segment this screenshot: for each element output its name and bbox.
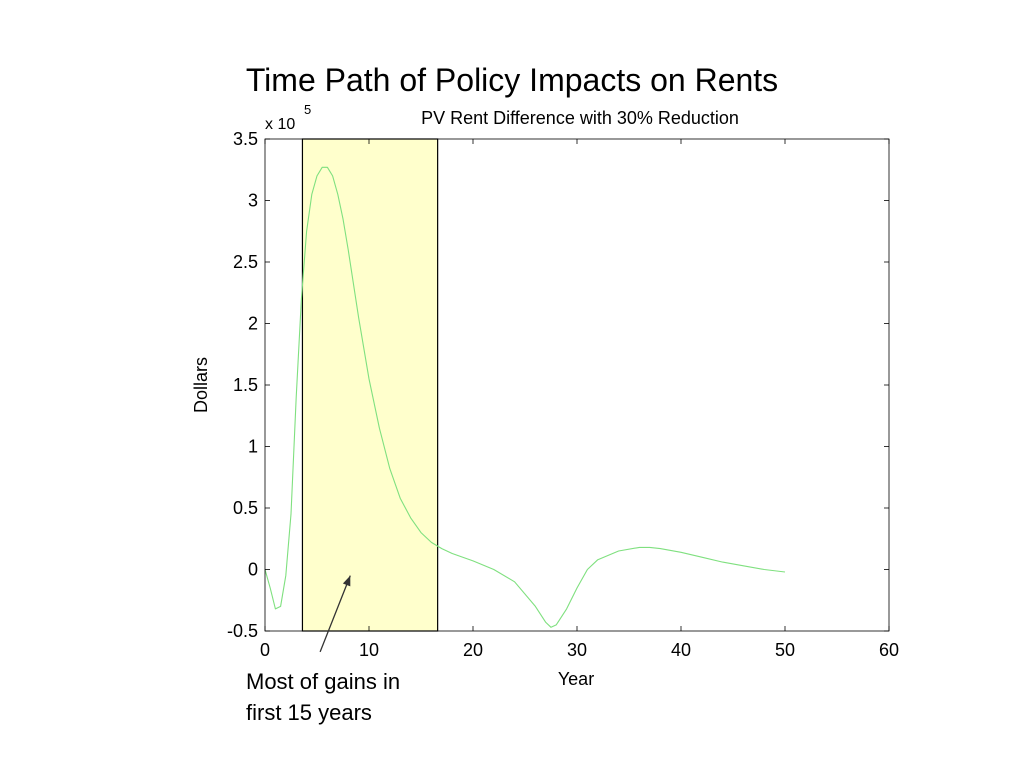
x-tick-label: 0 [260, 640, 270, 660]
y-tick-label: 0 [248, 560, 258, 580]
annotation-arrow-head [342, 575, 351, 587]
y-tick-label: -0.5 [227, 621, 258, 641]
series-line-layer [264, 166, 786, 628]
x-tick-label: 40 [671, 640, 691, 660]
x-tick-label: 60 [879, 640, 899, 660]
y-tick-label: 1.5 [233, 375, 258, 395]
annotation-line-2: first 15 years [246, 700, 372, 725]
y-tick-label: 2 [248, 314, 258, 334]
y-axis-label: Dollars [191, 357, 211, 413]
y-tick-label: 0.5 [233, 498, 258, 518]
x-tick-label: 30 [567, 640, 587, 660]
y-multiplier-exponent: 5 [304, 102, 311, 117]
annotation-text: Most of gains in first 15 years [246, 666, 466, 728]
annotation-arrow-layer [319, 575, 351, 653]
x-tick-label: 10 [359, 640, 379, 660]
ticks-layer: 0 10 20 30 40 50 60-0.500.511.522.533.5 [227, 129, 899, 660]
slide-title: Time Path of Policy Impacts on Rents [245, 62, 779, 98]
y-tick-label: 1 [248, 437, 258, 457]
y-tick-label: 3.5 [233, 129, 258, 149]
x-tick-label: 20 [463, 640, 483, 660]
series-line-1 [264, 166, 786, 628]
y-tick-label: 3 [248, 191, 258, 211]
y-multiplier-base: x 10 [265, 116, 295, 133]
labels-layer: PV Rent Difference with 30% Reduction Ye… [191, 102, 739, 689]
annotation-line-1: Most of gains in [246, 669, 401, 694]
y-tick-label: 2.5 [233, 252, 258, 272]
chart-title: PV Rent Difference with 30% Reduction [421, 108, 739, 128]
x-axis-label: Year [558, 669, 594, 689]
x-tick-label: 50 [775, 640, 795, 660]
annotation-arrow-shaft [319, 575, 351, 653]
